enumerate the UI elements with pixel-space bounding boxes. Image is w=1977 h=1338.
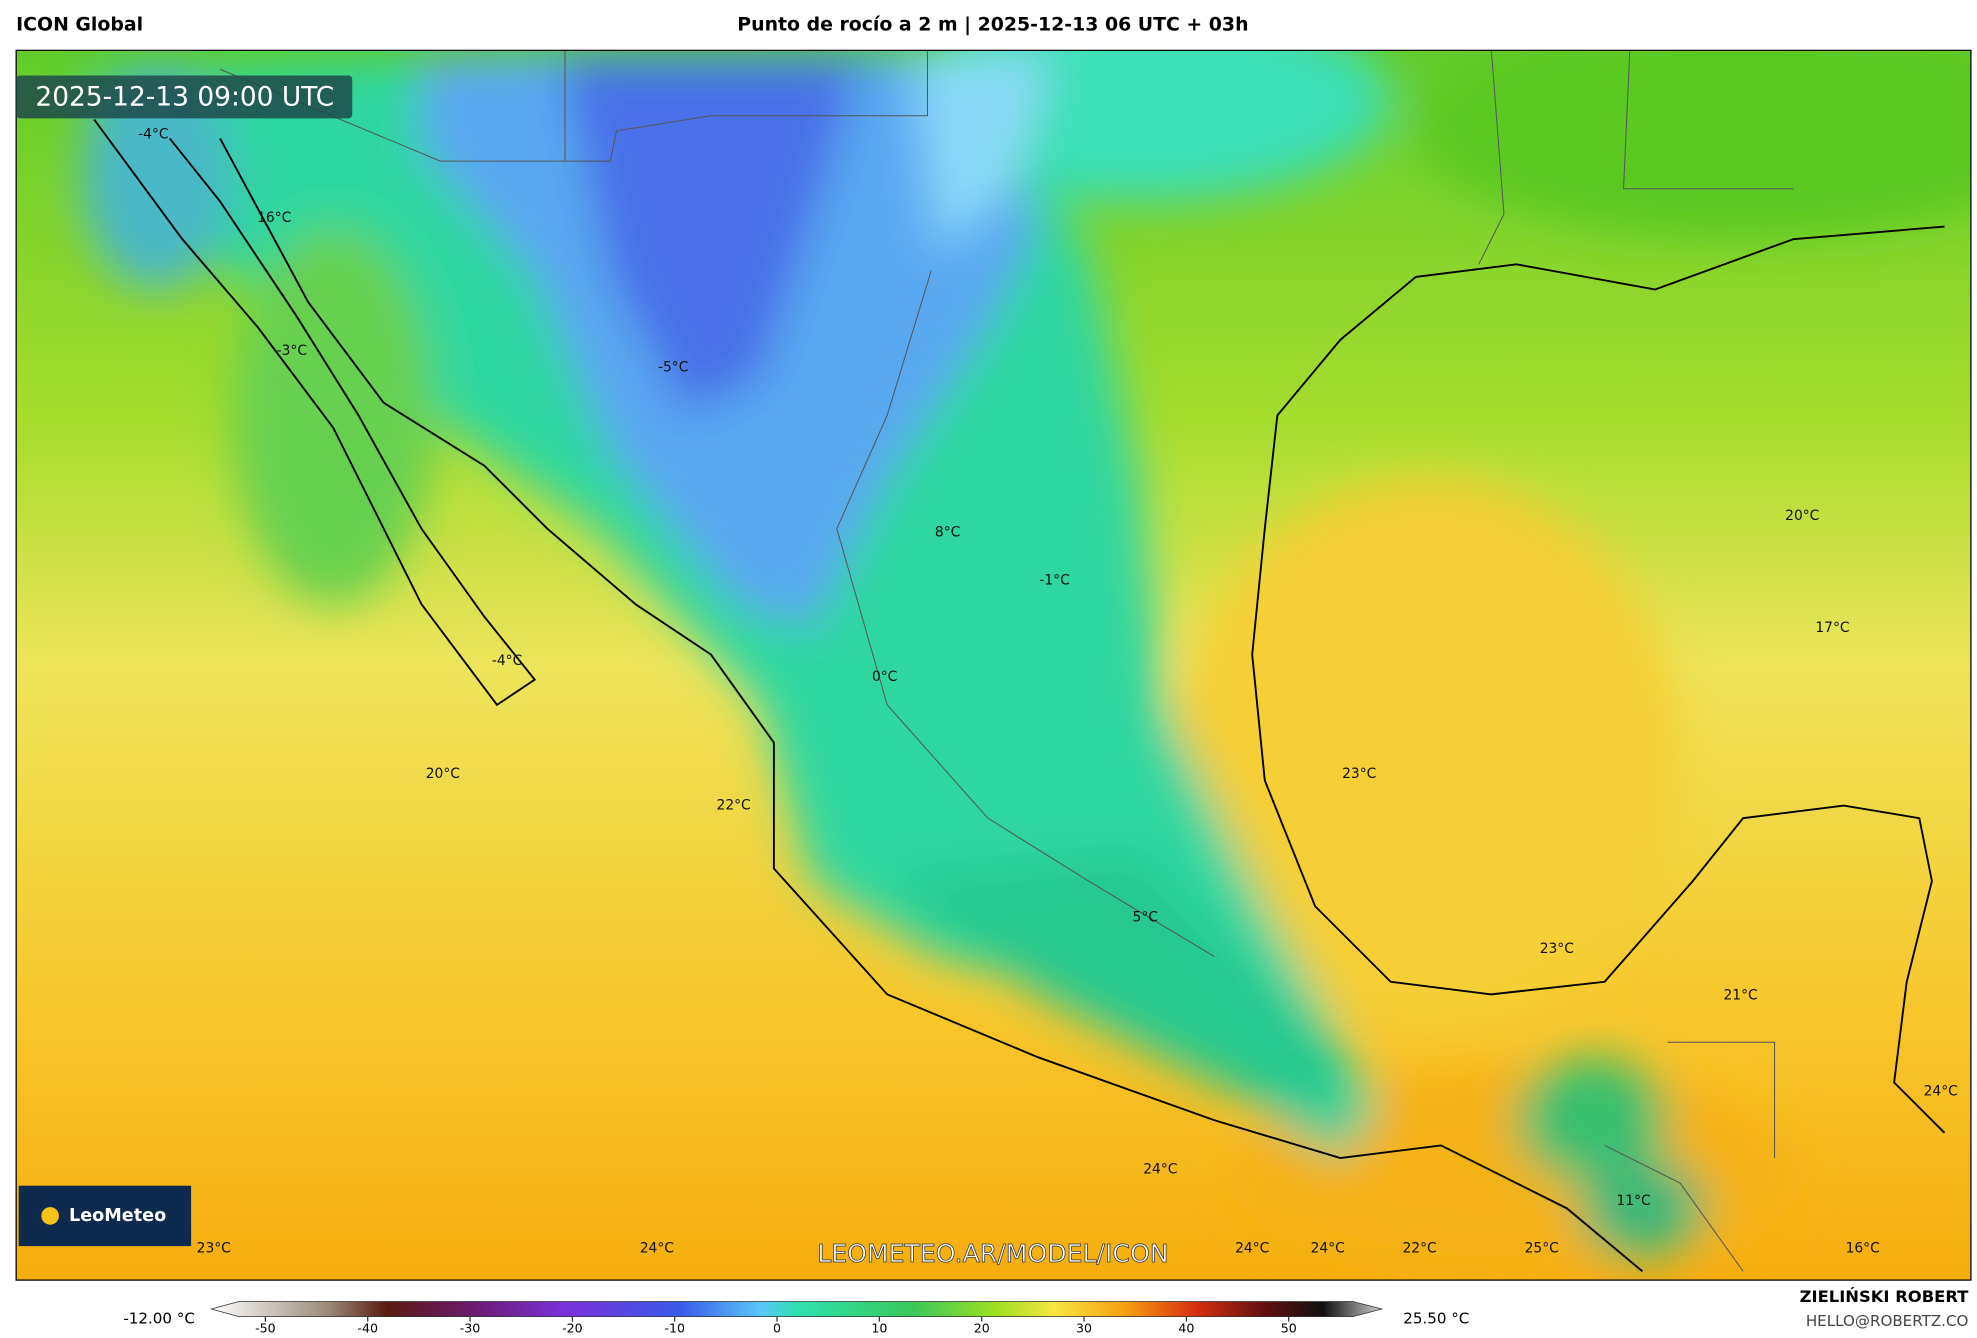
temperature-label: 21°C	[1723, 988, 1757, 1004]
temperature-label: 24°C	[1235, 1241, 1269, 1257]
colorbar-tick-label: -40	[357, 1321, 378, 1336]
colorbar-tick-label: 50	[1281, 1321, 1297, 1336]
temperature-label: 24°C	[1924, 1083, 1958, 1099]
colorbar	[209, 1301, 1384, 1317]
temperature-label: -4°C	[492, 653, 522, 669]
borders	[219, 50, 1794, 1272]
colorbar-tick-label: 0	[773, 1321, 781, 1336]
logo-text: LeoMeteo	[69, 1206, 166, 1226]
watermark: LEOMETEO.AR/MODEL/ICON	[817, 1239, 1168, 1268]
temperature-label: 16°C	[257, 210, 291, 226]
map-labels: -4°C 16°C -3°C -5°C 8°C -1°C 20°C 17°C -4°C 0°C 20…	[138, 127, 1958, 1257]
timestamp-box	[16, 75, 353, 119]
timestamp: 2025-12-13 09:00 UTC	[35, 82, 334, 113]
coastline	[93, 119, 1946, 1273]
temperature-label: 22°C	[717, 798, 751, 814]
colorbar-tick-label: -30	[460, 1321, 481, 1336]
temperature-label: 20°C	[426, 766, 460, 782]
temperature-label: 17°C	[1815, 620, 1849, 636]
temperature-label: -5°C	[658, 360, 688, 376]
temperature-label: 22°C	[1403, 1241, 1437, 1257]
temperature-label: 23°C	[197, 1241, 231, 1257]
map	[16, 50, 1971, 1281]
temperature-label: 5°C	[1133, 910, 1158, 926]
colorbar-tick-label: 20	[974, 1321, 990, 1336]
temperature-label: -1°C	[1039, 572, 1069, 588]
colorbar-tick-label: 30	[1076, 1321, 1092, 1336]
map-title: Punto de rocío a 2 m | 2025-12-13 06 UTC…	[737, 14, 1248, 36]
temperature-label: 16°C	[1846, 1241, 1880, 1257]
temperature-label: 25°C	[1525, 1241, 1559, 1257]
colorbar-min: -12.00 °C	[123, 1310, 195, 1328]
colorbar-tick-label: -20	[562, 1321, 583, 1336]
model-name: ICON Global	[16, 14, 143, 36]
temperature-label: 11°C	[1616, 1193, 1650, 1209]
colorbar-tick-label: -10	[664, 1321, 685, 1336]
email: HELLO@ROBERTZ.CO	[1806, 1312, 1969, 1330]
temperature-label: 20°C	[1785, 508, 1819, 524]
temperature-label: 24°C	[640, 1241, 674, 1257]
author: ZIELIŃSKI ROBERT	[1800, 1287, 1970, 1306]
temperature-label: 24°C	[1311, 1241, 1345, 1257]
temperature-label: 23°C	[1540, 941, 1574, 957]
colorbar-tick-label: -50	[255, 1321, 276, 1336]
colorbar-ticks: -50 -40 -30 -20 -10 0 10 20 30 40 50	[255, 1316, 1297, 1336]
map-frame	[15, 49, 1972, 1281]
temperature-label: 8°C	[935, 524, 960, 540]
colorbar-max: 25.50 °C	[1403, 1310, 1469, 1328]
temperature-label: 0°C	[872, 669, 897, 685]
temperature-label: -3°C	[277, 343, 307, 359]
colorbar-tick-label: 40	[1178, 1321, 1194, 1336]
logo-sun	[41, 1207, 59, 1225]
colorbar-tick-label: 10	[871, 1321, 887, 1336]
dewpoint-field	[81, 50, 1971, 1272]
temperature-label: 23°C	[1342, 766, 1376, 782]
temperature-label: 24°C	[1143, 1161, 1177, 1177]
temperature-label: -4°C	[138, 127, 168, 143]
